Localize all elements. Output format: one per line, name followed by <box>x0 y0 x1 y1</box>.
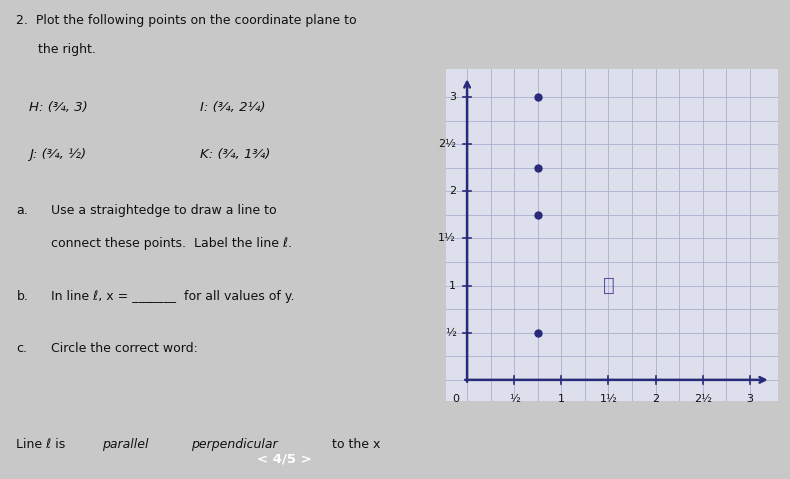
Text: In line ℓ, x = _______  for all values of y.: In line ℓ, x = _______ for all values of… <box>51 290 294 303</box>
Text: Use a straightedge to draw a line to: Use a straightedge to draw a line to <box>51 204 276 217</box>
Text: 3: 3 <box>747 394 754 404</box>
Text: 2.  Plot the following points on the coordinate plane to: 2. Plot the following points on the coor… <box>17 14 357 27</box>
Text: to the x: to the x <box>324 438 380 451</box>
Text: J: (¾, ½): J: (¾, ½) <box>29 148 86 161</box>
Text: 2½: 2½ <box>694 394 712 404</box>
Text: 1½: 1½ <box>600 394 618 404</box>
Text: 2½: 2½ <box>438 139 456 149</box>
Text: 🤘: 🤘 <box>603 276 615 295</box>
Text: a.: a. <box>17 204 28 217</box>
Text: 1½: 1½ <box>438 233 456 243</box>
Text: H: (¾, 3): H: (¾, 3) <box>29 101 88 114</box>
Text: parallel: parallel <box>102 438 149 451</box>
Text: b.: b. <box>17 290 28 303</box>
Text: Circle the correct word:: Circle the correct word: <box>51 342 198 355</box>
Text: perpendicular: perpendicular <box>191 438 278 451</box>
Text: the right.: the right. <box>38 43 96 56</box>
Text: 2: 2 <box>449 186 456 196</box>
Text: I: (¾, 2¼): I: (¾, 2¼) <box>200 101 265 114</box>
Text: < 4/5 >: < 4/5 > <box>257 452 312 465</box>
Text: 3: 3 <box>449 92 456 102</box>
Text: 0: 0 <box>453 394 459 404</box>
Text: 1: 1 <box>558 394 565 404</box>
Text: connect these points.  Label the line ℓ.: connect these points. Label the line ℓ. <box>51 237 292 250</box>
Text: Line ℓ is: Line ℓ is <box>17 438 73 451</box>
Text: 2: 2 <box>652 394 659 404</box>
Text: c.: c. <box>17 342 28 355</box>
Text: K: (¾, 1¾): K: (¾, 1¾) <box>200 148 270 161</box>
Text: ½: ½ <box>445 328 456 338</box>
Text: 1: 1 <box>449 281 456 291</box>
Text: ½: ½ <box>509 394 520 404</box>
